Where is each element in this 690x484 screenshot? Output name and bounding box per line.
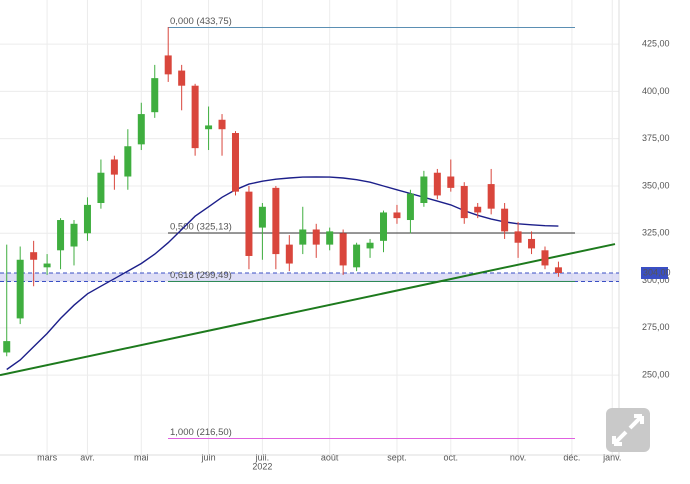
candle-body: [285, 244, 293, 264]
x-tick-label: juin: [201, 452, 216, 462]
candle-body: [326, 231, 334, 245]
candle-body: [43, 263, 51, 268]
x-tick-label: nov.: [510, 452, 526, 462]
fib-label: 0,500 (325,13): [170, 222, 232, 233]
candle-body: [474, 206, 482, 213]
candle-body: [447, 176, 455, 188]
candle-body: [487, 184, 495, 209]
candle-body: [151, 78, 159, 113]
y-tick-label: 325,00: [642, 228, 670, 238]
y-tick-label: 275,00: [642, 322, 670, 332]
candle-body: [218, 119, 226, 130]
candle-body: [339, 233, 347, 266]
candle-body: [205, 125, 213, 130]
expand-icon[interactable]: [606, 408, 650, 452]
x-tick-label: juil.: [255, 452, 270, 462]
candle-body: [272, 187, 280, 255]
x-tick-label: août: [321, 452, 339, 462]
candle-body: [124, 146, 132, 177]
candle-body: [380, 212, 388, 241]
candle-body: [312, 229, 320, 245]
fib-label: 1,000 (216,50): [170, 427, 232, 438]
candle-body: [366, 242, 374, 249]
candle-body: [30, 252, 38, 260]
expand-icon-bg: [606, 408, 650, 452]
candle-body: [353, 244, 361, 268]
candle-body: [299, 229, 307, 245]
x-tick-label: mars: [37, 452, 57, 462]
fib-label: 0,000 (433,75): [170, 16, 232, 27]
x-tick-label: déc.: [563, 452, 580, 462]
candle-body: [541, 250, 549, 266]
candle-body: [554, 267, 562, 273]
candle-body: [231, 133, 239, 192]
candle-body: [528, 238, 536, 249]
x-tick-label: oct.: [444, 452, 459, 462]
candle-body: [406, 193, 414, 221]
candle-body: [393, 212, 401, 219]
y-tick-label: 250,00: [642, 370, 670, 380]
candle-body: [137, 114, 145, 145]
candle-body: [57, 220, 65, 251]
y-tick-label: 350,00: [642, 180, 670, 190]
candle-body: [83, 204, 91, 234]
x-tick-label: mai: [134, 452, 149, 462]
candle-body: [3, 341, 11, 353]
candle-body: [258, 206, 266, 228]
level-band: [0, 273, 619, 282]
candle-body: [433, 172, 441, 196]
y-tick-label: 400,00: [642, 86, 670, 96]
y-tick-label: 375,00: [642, 133, 670, 143]
candle-body: [164, 55, 172, 75]
trendline: [0, 243, 616, 377]
fib-label: 0,618 (299,49): [170, 270, 232, 281]
candle-body: [70, 223, 78, 247]
expand-arrows: [612, 414, 644, 446]
x-tick-label: janv.: [602, 452, 621, 462]
price-marker-label: 304,00: [643, 267, 671, 277]
candle-body: [514, 231, 522, 243]
candle-body: [245, 191, 253, 256]
candle-body: [191, 85, 199, 149]
x-tick-label: avr.: [80, 452, 95, 462]
candle-body: [178, 70, 186, 86]
year-label: 2022: [252, 461, 272, 471]
candle-body: [501, 208, 509, 232]
x-tick-label: sept.: [387, 452, 407, 462]
candle-body: [420, 176, 428, 203]
price-marker-box: [641, 267, 668, 279]
candle-body: [16, 259, 24, 319]
candle-body: [97, 172, 105, 203]
y-tick-label: 300,00: [642, 275, 670, 285]
candle-body: [110, 159, 118, 175]
y-tick-label: 425,00: [642, 38, 670, 48]
candle-body: [460, 185, 468, 219]
